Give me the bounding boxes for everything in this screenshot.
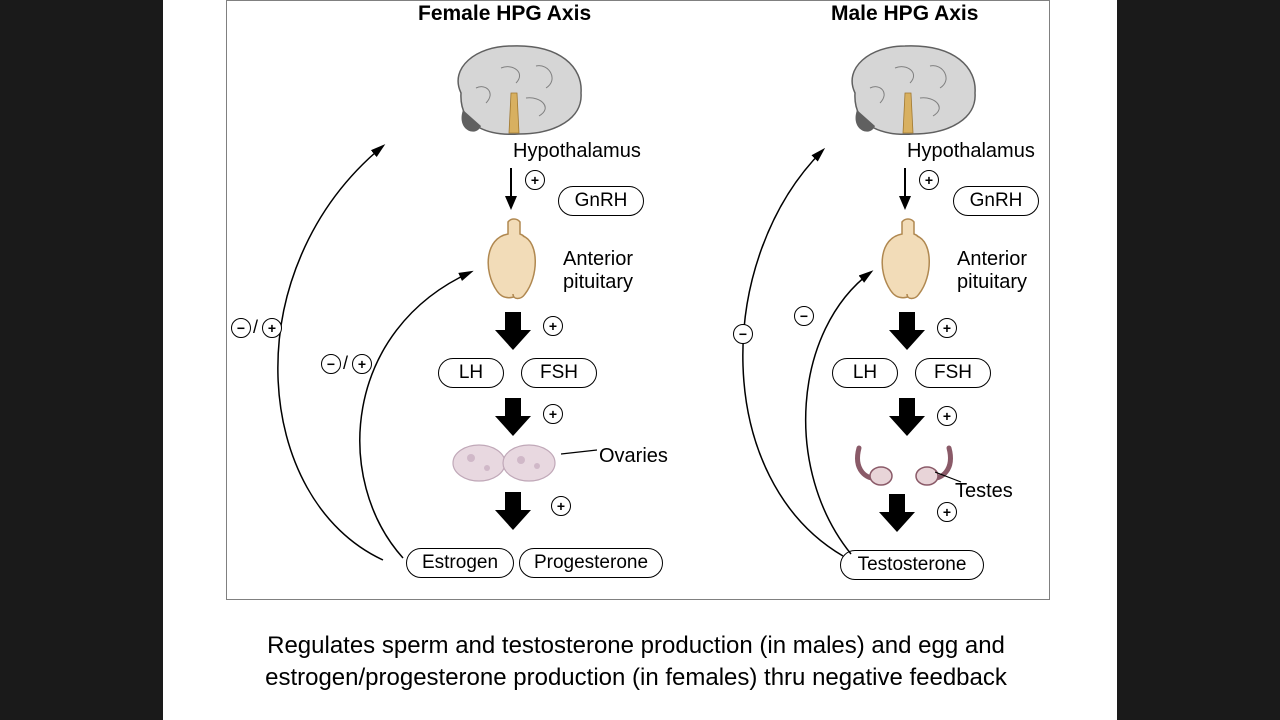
plus-icon: + — [262, 318, 282, 338]
leader-line — [561, 448, 601, 460]
ovaries-label: Ovaries — [599, 445, 668, 468]
gnrh-pill: GnRH — [558, 186, 644, 216]
plus-icon: + — [937, 502, 957, 522]
page: Female HPG Axis Hypothalamus + GnRH Ante… — [163, 0, 1117, 720]
female-title: Female HPG Axis — [418, 2, 591, 26]
minus-icon: − — [733, 324, 753, 344]
plus-icon: + — [937, 318, 957, 338]
feedback-arc — [753, 250, 913, 570]
arrow-icon — [501, 166, 521, 212]
slash: / — [343, 353, 348, 374]
minus-icon: − — [794, 306, 814, 326]
plus-icon: + — [937, 406, 957, 426]
plus-icon: + — [543, 404, 563, 424]
male-title: Male HPG Axis — [831, 2, 978, 26]
feedback-arc — [313, 250, 513, 570]
progesterone-pill: Progesterone — [519, 548, 663, 578]
hypothalamus-label: Hypothalamus — [907, 140, 1035, 163]
plus-icon: + — [352, 354, 372, 374]
plus-icon: + — [525, 170, 545, 190]
plus-icon: + — [551, 496, 571, 516]
testes-label: Testes — [955, 480, 1013, 503]
plus-icon: + — [543, 316, 563, 336]
minus-icon: − — [321, 354, 341, 374]
caption: Regulates sperm and testosterone product… — [223, 630, 1049, 695]
fsh-pill: FSH — [521, 358, 597, 388]
fsh-pill: FSH — [915, 358, 991, 388]
hypothalamus-label: Hypothalamus — [513, 140, 641, 163]
minus-icon: − — [231, 318, 251, 338]
anterior-pituitary-label: Anterior pituitary — [563, 248, 633, 294]
anterior-pituitary-label: Anterior pituitary — [957, 248, 1027, 294]
slash: / — [253, 317, 258, 338]
gnrh-pill: GnRH — [953, 186, 1039, 216]
anterior-text: Anterior pituitary — [957, 248, 1027, 294]
anterior-text: Anterior pituitary — [563, 248, 633, 294]
